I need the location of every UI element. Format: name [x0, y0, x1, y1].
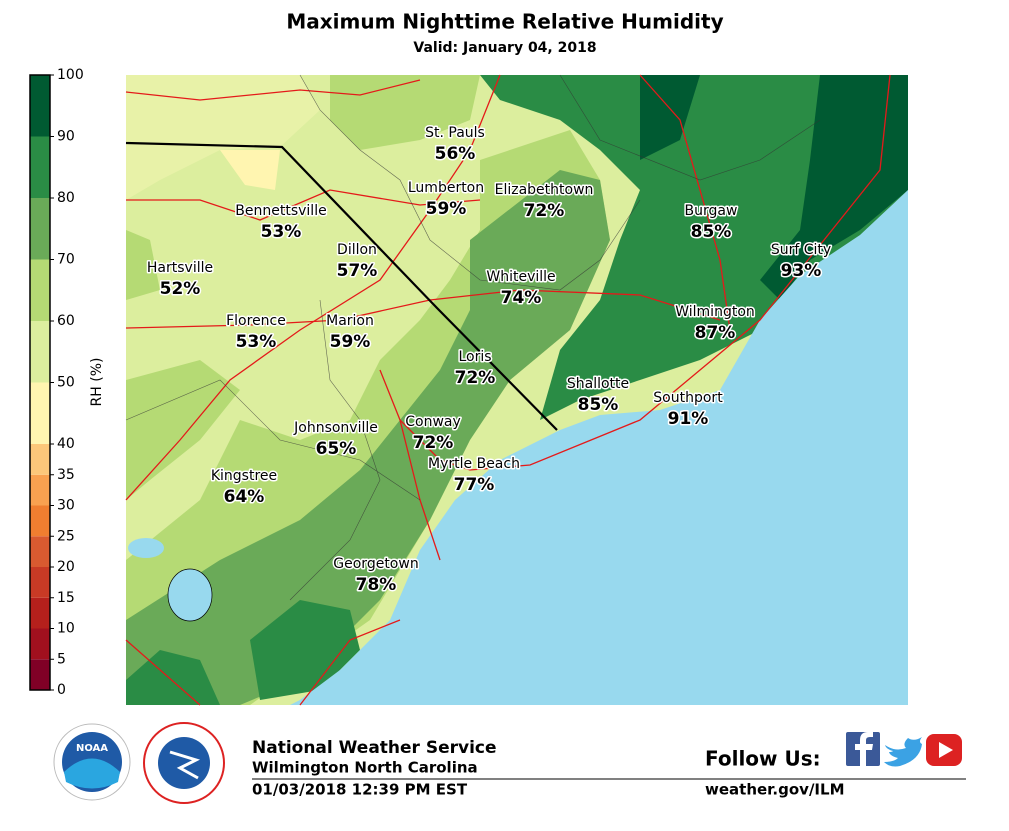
- city-value: 91%: [668, 409, 709, 429]
- city-value: 57%: [337, 261, 378, 281]
- city-value: 56%: [435, 144, 476, 164]
- city-value: 78%: [356, 575, 397, 595]
- city-name: Shallotte: [567, 376, 629, 392]
- city-value: 77%: [454, 475, 495, 495]
- map: St. Pauls 56% Lumberton 59% Elizabethtown 72%…: [125, 74, 908, 706]
- city-name: Georgetown: [333, 556, 418, 572]
- subtitle: Valid: January 04, 2018: [413, 40, 596, 56]
- city-value: 65%: [316, 439, 357, 459]
- colorbar-tick-label: 50: [57, 375, 75, 391]
- colorbar-band: [30, 597, 50, 629]
- city-name: Hartsville: [147, 260, 213, 276]
- follow-label: Follow Us:: [705, 747, 821, 771]
- colorbar-tick-label: 70: [57, 252, 75, 268]
- city-value: 53%: [236, 332, 277, 352]
- city-name: Southport: [653, 390, 723, 406]
- city-value: 53%: [261, 222, 302, 242]
- city-value: 85%: [578, 395, 619, 415]
- city-name: Johnsonville: [293, 420, 378, 436]
- colorbar-band: [30, 659, 50, 690]
- city-value: 72%: [413, 433, 454, 453]
- city-labels: St. Pauls 56% Lumberton 59% Elizabethtown 72%…: [145, 124, 832, 597]
- colorbar-band: [30, 198, 50, 260]
- city-name: Burgaw: [685, 203, 738, 219]
- url: weather.gov/ILM: [705, 781, 845, 799]
- colorbar-band: [30, 567, 50, 598]
- noaa-logo-text: NOAA: [76, 743, 108, 754]
- colorbar-tick-label: 35: [57, 467, 75, 483]
- city-name: Wilmington: [675, 304, 755, 320]
- colorbar-frame: [29, 74, 51, 691]
- city-value: 59%: [330, 332, 371, 352]
- issued: 01/03/2018 12:39 PM EST: [252, 781, 468, 799]
- colorbar-band: [30, 444, 50, 475]
- city-value: 59%: [426, 199, 467, 219]
- colorbar-tick-label: 25: [57, 528, 75, 544]
- city-name: Loris: [458, 349, 491, 365]
- colorbar-tick-label: 15: [57, 590, 75, 606]
- city-value: 87%: [695, 323, 736, 343]
- city-name: Surf City: [771, 242, 831, 258]
- colorbar-tick-label: 100: [57, 67, 84, 83]
- city-value: 72%: [524, 201, 565, 221]
- colorbar-band: [30, 628, 50, 660]
- city-value: 74%: [501, 288, 542, 308]
- colorbar-label: RH (%): [89, 358, 105, 407]
- city-name: Myrtle Beach: [428, 456, 520, 472]
- city-value: 93%: [781, 261, 822, 281]
- colorbar-tick-label: 5: [57, 651, 66, 667]
- colorbar-tick-label: 30: [57, 498, 75, 514]
- footer: NOAA National Weather Service Wilmington…: [53, 722, 966, 804]
- agency: National Weather Service: [252, 738, 497, 758]
- twitter-icon[interactable]: [884, 737, 922, 767]
- city-name: Bennettsville: [235, 203, 326, 219]
- city-name: Dillon: [337, 242, 377, 258]
- city-name: Elizabethtown: [495, 182, 594, 198]
- city-name: Lumberton: [408, 180, 484, 196]
- colorbar-tick-label: 0: [57, 682, 66, 698]
- colorbar-band: [30, 259, 50, 321]
- city-value: 72%: [455, 368, 496, 388]
- colorbar-tick-label: 20: [57, 559, 75, 575]
- city-value: 64%: [224, 487, 265, 507]
- colorbar-band: [30, 382, 50, 444]
- city-name: Whiteville: [486, 269, 555, 285]
- city-value: 52%: [160, 279, 201, 299]
- colorbar: 0 5 10 15 20 25 30 35 40 50 60 70 80 90 100: [30, 67, 84, 698]
- colorbar-tick-label: 40: [57, 436, 75, 452]
- city-name: Conway: [405, 414, 461, 430]
- colorbar-tick-label: 10: [57, 621, 75, 637]
- colorbar-band: [30, 321, 50, 383]
- colorbar-tick-label: 80: [57, 190, 75, 206]
- colorbar-tick-label: 90: [57, 129, 75, 145]
- colorbar-band: [30, 536, 50, 567]
- city-name: Florence: [226, 313, 286, 329]
- colorbar-band: [30, 136, 50, 198]
- city-name: Marion: [326, 313, 374, 329]
- colorbar-band: [30, 75, 50, 137]
- city-name: St. Pauls: [425, 125, 485, 141]
- office: Wilmington North Carolina: [252, 759, 478, 777]
- colorbar-band: [30, 505, 50, 537]
- colorbar-band: [30, 474, 50, 506]
- colorbar-tick-label: 60: [57, 313, 75, 329]
- city-name: Kingstree: [211, 468, 277, 484]
- city-value: 85%: [691, 222, 732, 242]
- title: Maximum Nighttime Relative Humidity: [286, 10, 723, 34]
